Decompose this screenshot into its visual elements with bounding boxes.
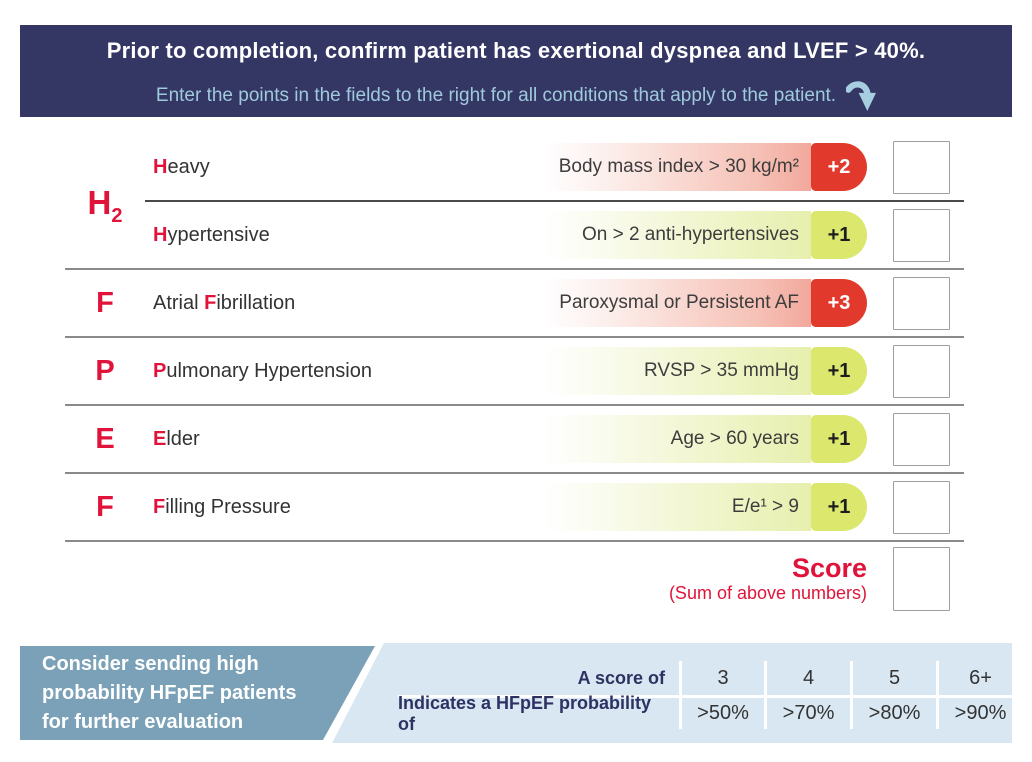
points-badge: +1 (811, 347, 867, 395)
score-note: (Sum of above numbers) (668, 583, 868, 603)
condition-name: Filling Pressure (153, 495, 291, 518)
condition-name: Elder (153, 427, 200, 450)
row-divider (65, 540, 964, 542)
probability-value: >80% (850, 695, 936, 729)
score-value: 3 (679, 661, 764, 695)
scoring-table: H2 Heavy Body mass index > 30 kg/m² +2 H… (65, 134, 964, 616)
group-letter-f2: F (96, 490, 114, 523)
score-row-label: A score of (577, 667, 665, 688)
probability-value: >70% (764, 695, 850, 729)
row-divider (145, 200, 964, 202)
points-input-hypertensive[interactable] (893, 208, 950, 262)
banner-subtitle: Enter the points in the fields to the ri… (155, 85, 837, 106)
points-badge: +3 (811, 279, 867, 327)
criterion-pill: Age > 60 years (541, 415, 811, 463)
points-input-heavy[interactable] (893, 140, 950, 194)
group-letter-p: P (95, 354, 115, 387)
criterion-pill: Body mass index > 30 kg/m² (541, 143, 811, 191)
score-row: Score (Sum of above numbers) (65, 542, 964, 616)
probability-row-label: Indicates a HFpEF probability of (398, 693, 679, 734)
probability-value: >90% (936, 695, 1022, 729)
probability-value: >50% (679, 695, 764, 729)
points-badge: +1 (811, 211, 867, 259)
probability-table: A score of 3 4 5 6+ Indicates a HFpEF pr… (398, 661, 1022, 734)
points-input-elder[interactable] (893, 412, 950, 466)
curved-arrow-down-right-icon (845, 79, 877, 119)
points-badge: +1 (811, 483, 867, 531)
row-hypertensive: Hypertensive On > 2 anti-hypertensives +… (65, 202, 964, 268)
banner-title: Prior to completion, confirm patient has… (106, 38, 926, 63)
points-input-atrial-fibrillation[interactable] (893, 276, 950, 330)
row-divider (65, 404, 964, 406)
h2-row-group: H2 Heavy Body mass index > 30 kg/m² +2 H… (65, 134, 964, 268)
points-badge: +2 (811, 143, 867, 191)
high-probability-callout: Consider sending high probability HFpEF … (20, 646, 375, 740)
points-badge: +1 (811, 415, 867, 463)
instruction-banner: Prior to completion, confirm patient has… (20, 25, 1012, 117)
score-label: Score (791, 553, 868, 583)
row-filling-pressure: F Filling Pressure E/e¹ > 9 +1 (65, 474, 964, 540)
group-letter-e: E (95, 422, 115, 455)
score-input[interactable] (893, 547, 950, 611)
group-letter-f: F (96, 286, 114, 319)
points-input-pulmonary-hypertension[interactable] (893, 344, 950, 398)
score-value: 6+ (936, 661, 1022, 695)
row-pulmonary-hypertension: P Pulmonary Hypertension RVSP > 35 mmHg … (65, 338, 964, 404)
group-letter-h2: H2 (87, 184, 123, 227)
criterion-pill: Paroxysmal or Persistent AF (541, 279, 811, 327)
row-divider (65, 268, 964, 270)
row-atrial-fibrillation: F Atrial Fibrillation Paroxysmal or Pers… (65, 270, 964, 336)
criterion-pill: RVSP > 35 mmHg (541, 347, 811, 395)
criterion-pill: On > 2 anti-hypertensives (541, 211, 811, 259)
condition-name: Hypertensive (153, 223, 270, 246)
condition-name: Heavy (153, 155, 210, 178)
criterion-pill: E/e¹ > 9 (541, 483, 811, 531)
row-heavy: Heavy Body mass index > 30 kg/m² +2 (65, 134, 964, 200)
probability-panel (332, 643, 1012, 743)
score-value: 5 (850, 661, 936, 695)
condition-name: Atrial Fibrillation (153, 291, 296, 314)
row-divider (65, 336, 964, 338)
condition-name: Pulmonary Hypertension (153, 359, 372, 382)
points-input-filling-pressure[interactable] (893, 480, 950, 534)
probability-section: Consider sending high probability HFpEF … (20, 643, 1022, 743)
row-divider (65, 472, 964, 474)
row-elder: E Elder Age > 60 years +1 (65, 406, 964, 472)
score-value: 4 (764, 661, 850, 695)
